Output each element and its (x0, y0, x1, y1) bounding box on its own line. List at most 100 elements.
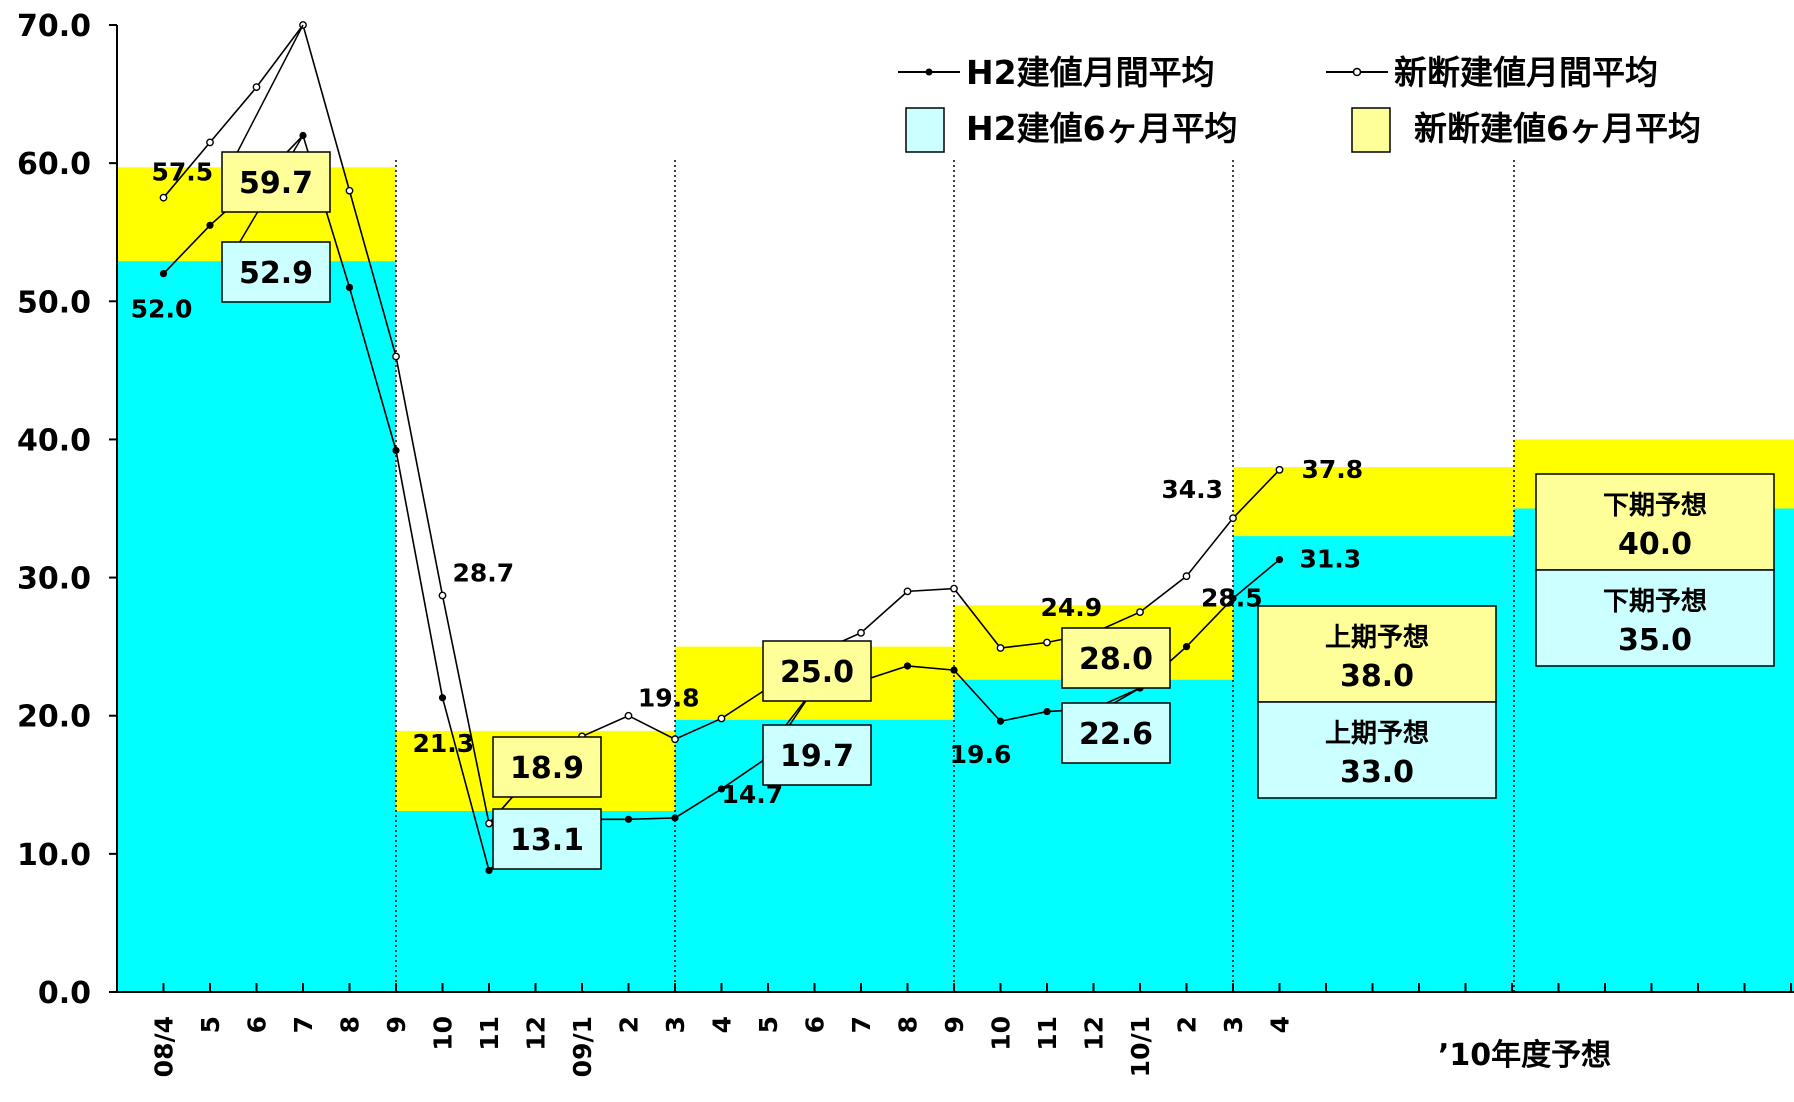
data-labels: 52.021.314.719.628.531.357.528.719.824.9… (131, 158, 1364, 809)
shindan-avg-value: 28.0 (1079, 642, 1153, 677)
h2-point (1229, 594, 1237, 602)
shindan-avg-box (221, 151, 331, 213)
y-tick-label: 40.0 (17, 423, 91, 458)
legend-h2-line-label: H2建値月間平均 (966, 53, 1215, 92)
forecast-shindan-title: 上期予想 (1325, 623, 1429, 653)
shindan-point (392, 352, 400, 361)
x-tick-label: 7 (847, 1016, 876, 1033)
legend-shindan-line-marker (1352, 67, 1362, 77)
forecast-h2-title: 下期予想 (1603, 587, 1707, 617)
shindan-avg-box (1061, 627, 1171, 689)
x-tick-label: 7 (289, 1016, 318, 1033)
forecast-shindan-box (1535, 473, 1775, 571)
h2-point (485, 866, 493, 875)
shindan-point (624, 711, 633, 720)
shindan-avg-value: 25.0 (780, 655, 854, 690)
legend-h2-avg-swatch (905, 107, 945, 153)
shindan-point (206, 138, 214, 147)
data-label: 34.3 (1161, 475, 1223, 504)
shindan-point (1182, 572, 1191, 581)
h2-avg-box (1061, 702, 1171, 764)
x-tick-label: 6 (243, 1016, 272, 1033)
h2-point (903, 662, 912, 670)
h2-avg-bar (117, 261, 396, 993)
x-tick-label: 9 (940, 1016, 969, 1033)
x-tick-label: 2 (615, 1016, 644, 1033)
data-label: 57.5 (152, 158, 214, 187)
x-tick-label: 10 (987, 1016, 1016, 1051)
legend-shindan-avg-swatch (1351, 107, 1391, 153)
forecast-shindan-value: 38.0 (1340, 659, 1414, 694)
shindan-point (671, 735, 679, 744)
x-tick-label: 4 (1266, 1016, 1295, 1033)
y-tick-label: 0.0 (38, 976, 91, 1011)
shindan-point (950, 584, 958, 593)
h2-point (1275, 556, 1284, 564)
shindan-point (485, 819, 493, 828)
forecast-shindan-value: 40.0 (1618, 527, 1692, 562)
forecast-shindan-title: 下期予想 (1603, 491, 1707, 521)
shindan-point (857, 628, 865, 637)
shindan-avg-value: 59.7 (239, 166, 313, 201)
y-tick-label: 70.0 (17, 9, 91, 44)
x-tick-label: 3 (1219, 1016, 1248, 1033)
h2-avg-value: 13.1 (510, 823, 584, 858)
shindan-point (159, 193, 168, 202)
forecast-period-label: ’10年度予想 (1438, 1038, 1611, 1073)
h2-point (206, 221, 214, 229)
data-label: 28.5 (1201, 583, 1263, 612)
x-tick-label: 9 (382, 1016, 411, 1033)
forecast-h2-box (1257, 701, 1497, 799)
shindan-point (1136, 608, 1144, 617)
shindan-avg-box (492, 736, 602, 798)
data-label: 52.0 (131, 295, 193, 324)
y-tick-label: 50.0 (17, 285, 91, 320)
legend-h2-avg-label: H2建値6ヶ月平均 (966, 109, 1238, 148)
data-label: 31.3 (1300, 545, 1362, 574)
legend: H2建値月間平均 新断建値月間平均 H2建値6ヶ月平均 新断建値6ヶ月平均 (898, 53, 1701, 153)
x-tick-label: 6 (801, 1016, 830, 1033)
data-label: 21.3 (413, 729, 475, 758)
x-tick-label: 09/1 (568, 1016, 597, 1077)
x-tick-label: 10/1 (1126, 1016, 1155, 1077)
x-tick-label: 8 (336, 1016, 365, 1033)
shindan-point (438, 591, 447, 600)
h2-avg-box (492, 808, 602, 870)
x-tick-label: 5 (196, 1016, 225, 1033)
x-tick-label: 08/4 (150, 1016, 179, 1077)
period-dividers (395, 160, 1515, 992)
h2-point (950, 666, 958, 674)
h2-avg-value: 22.6 (1079, 717, 1153, 752)
legend-shindan-line-label: 新断建値月間平均 (1394, 53, 1658, 92)
h2-point (392, 446, 400, 455)
shindan-point (717, 714, 726, 723)
forecast-h2-box (1535, 569, 1775, 667)
shindan-avg-value: 18.9 (510, 751, 584, 786)
x-tick-label: 3 (661, 1016, 690, 1033)
x-tick-label: 2 (1173, 1016, 1202, 1033)
data-label: 37.8 (1302, 455, 1364, 484)
h2-avg-box (221, 241, 331, 303)
x-tick-label: 4 (708, 1016, 737, 1033)
y-tick-label: 10.0 (17, 838, 91, 873)
x-tick-label: 11 (475, 1016, 504, 1051)
h2-point (717, 785, 726, 793)
forecast-h2-title: 上期予想 (1325, 719, 1429, 749)
x-tick-label: 11 (1033, 1016, 1062, 1051)
y-tick-label: 60.0 (17, 147, 91, 182)
shindan-point (1275, 465, 1284, 474)
h2-point (438, 694, 447, 702)
h2-avg-value: 52.9 (239, 256, 313, 291)
h2-point (996, 717, 1005, 725)
h2-point (624, 815, 633, 823)
shindan-point (903, 587, 912, 596)
legend-shindan-avg-label: 新断建値6ヶ月平均 (1414, 109, 1701, 148)
data-label: 24.9 (1041, 593, 1103, 622)
h2-avg-value: 19.7 (780, 739, 854, 774)
x-tick-label: 5 (754, 1016, 783, 1033)
h2-point (1043, 707, 1051, 716)
axes: 0.010.020.030.040.050.060.070.008/4 5 6 7 8 9… (17, 9, 1794, 1077)
shindan-point (252, 83, 261, 92)
h2-point (159, 270, 168, 278)
